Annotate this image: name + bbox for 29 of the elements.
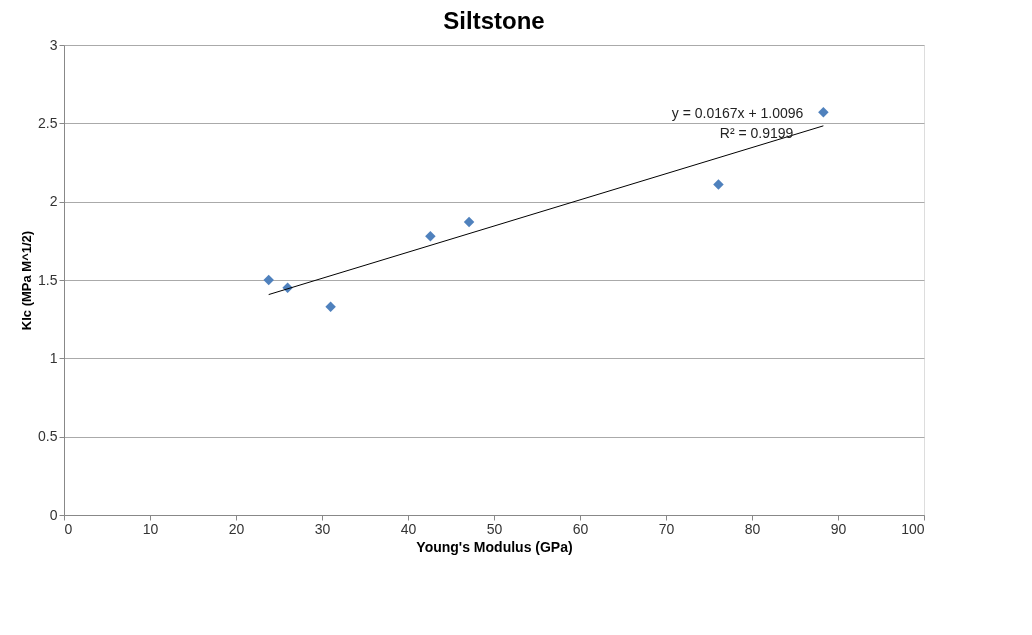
x-tick-label: 100 [901, 520, 925, 537]
y-tick-label: 2.5 [38, 114, 58, 131]
annotation: y = 0.0167x + 1.0096 [671, 104, 804, 121]
point [425, 230, 436, 242]
annotation: R² = 0.9199 [719, 124, 794, 141]
point [263, 274, 274, 286]
x-tick-label: 80 [744, 520, 761, 537]
y-tick-label: 1 [49, 349, 58, 366]
x-tick-label: 90 [830, 520, 847, 537]
y-tick-label: 0.5 [38, 428, 58, 445]
point [713, 179, 724, 190]
point [325, 301, 336, 312]
x-tick-label: 10 [142, 520, 159, 537]
chart-title: Siltstone [443, 7, 545, 34]
x-tick-label: 0 [64, 520, 73, 537]
y-tick-label: 2 [49, 193, 58, 210]
point [818, 107, 829, 118]
y-tick-label: 3 [49, 36, 58, 53]
x-tick-label: 70 [658, 520, 675, 537]
x-tick-label: 60 [572, 520, 589, 537]
x-tick-label: 30 [314, 520, 331, 537]
x-tick-label: 40 [400, 520, 417, 537]
x-tick-label: 50 [486, 520, 503, 537]
x-tick-label: 20 [228, 520, 245, 537]
y-tick-label: 0 [49, 506, 58, 523]
y-tick-label: 1.5 [38, 271, 58, 288]
x-axis-title: Young's Modulus (GPa) [416, 538, 573, 555]
point [463, 216, 475, 228]
y-axis-title: KIc (MPa M^1/2) [19, 230, 35, 331]
